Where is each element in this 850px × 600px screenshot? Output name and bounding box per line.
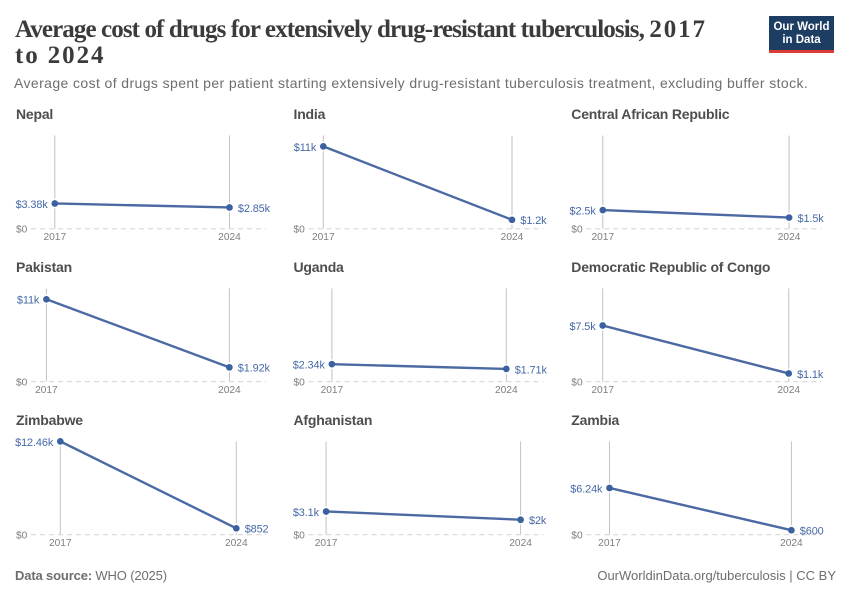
svg-text:$3.1k: $3.1k: [293, 507, 320, 519]
svg-text:$6.24k: $6.24k: [570, 483, 603, 495]
svg-text:$0: $0: [16, 378, 28, 389]
svg-text:$1.1k: $1.1k: [797, 369, 824, 381]
svg-text:$1.71k: $1.71k: [515, 364, 548, 376]
svg-text:$0: $0: [16, 531, 28, 542]
svg-text:2024: 2024: [501, 232, 524, 243]
svg-text:$0: $0: [294, 225, 306, 236]
svg-text:Central African Republic: Central African Republic: [571, 106, 729, 122]
svg-text:$0: $0: [571, 531, 583, 542]
svg-text:Uganda: Uganda: [294, 259, 345, 275]
svg-text:$12.46k: $12.46k: [15, 437, 54, 449]
svg-text:$0: $0: [294, 378, 306, 389]
svg-text:2017: 2017: [43, 232, 66, 243]
svg-text:Pakistan: Pakistan: [16, 259, 72, 275]
svg-text:2024: 2024: [509, 538, 532, 549]
svg-text:2024: 2024: [777, 385, 800, 396]
svg-text:Zimbabwe: Zimbabwe: [16, 412, 83, 428]
svg-text:2024: 2024: [225, 538, 248, 549]
svg-text:2024: 2024: [780, 538, 803, 549]
svg-text:2024: 2024: [495, 385, 518, 396]
svg-text:2024: 2024: [218, 385, 241, 396]
svg-text:$1.5k: $1.5k: [798, 213, 825, 225]
svg-text:2024: 2024: [218, 232, 241, 243]
svg-text:$0: $0: [571, 378, 583, 389]
svg-text:2017: 2017: [49, 538, 72, 549]
svg-text:$7.5k: $7.5k: [569, 321, 596, 333]
svg-text:$11k: $11k: [17, 295, 40, 307]
svg-text:$852: $852: [245, 524, 269, 536]
svg-text:2017: 2017: [591, 385, 614, 396]
svg-text:$2.5k: $2.5k: [570, 205, 597, 217]
svg-text:$2k: $2k: [529, 515, 547, 527]
svg-text:Afghanistan: Afghanistan: [294, 412, 373, 428]
svg-text:$0: $0: [16, 225, 28, 236]
svg-text:$2.85k: $2.85k: [238, 203, 271, 215]
svg-text:2017: 2017: [598, 538, 621, 549]
svg-text:2017: 2017: [591, 232, 614, 243]
svg-text:2017: 2017: [321, 385, 344, 396]
svg-text:2024: 2024: [778, 232, 801, 243]
svg-text:$2.34k: $2.34k: [293, 360, 326, 372]
svg-text:2017: 2017: [315, 538, 338, 549]
svg-text:$0: $0: [294, 531, 306, 542]
svg-text:$1.92k: $1.92k: [238, 363, 271, 375]
svg-text:Nepal: Nepal: [16, 106, 53, 122]
svg-text:Democratic Republic of Congo: Democratic Republic of Congo: [571, 259, 770, 275]
svg-text:$1.2k: $1.2k: [520, 215, 547, 227]
svg-text:$600: $600: [800, 526, 824, 538]
svg-text:$11k: $11k: [294, 142, 317, 154]
svg-text:2017: 2017: [35, 385, 58, 396]
svg-text:$0: $0: [571, 225, 583, 236]
svg-text:India: India: [294, 106, 326, 122]
svg-text:$3.38k: $3.38k: [16, 199, 49, 211]
svg-text:2017: 2017: [312, 232, 335, 243]
svg-text:Zambia: Zambia: [571, 412, 619, 428]
